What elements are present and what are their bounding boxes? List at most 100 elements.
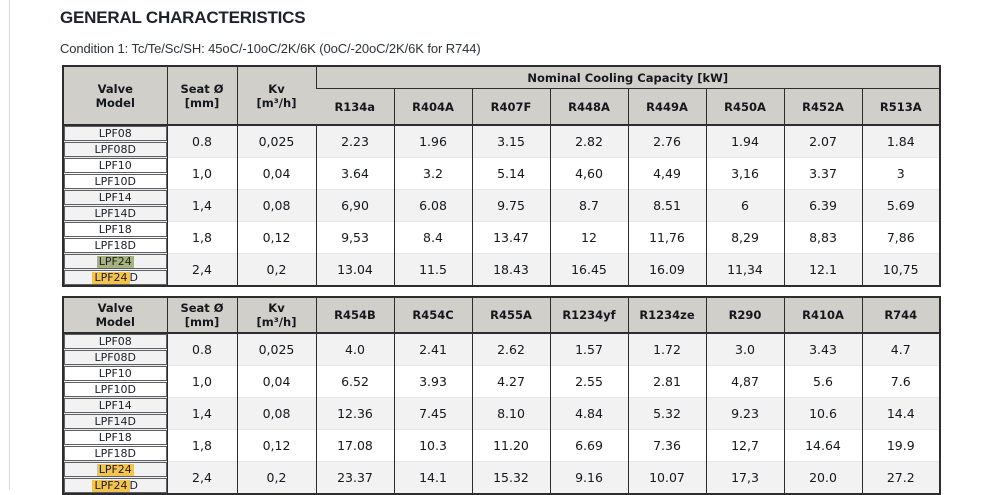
capacity-value: 4.0 <box>315 333 394 366</box>
table-row: LPF08 LPF08D 0.8 0,025 4.0 2.41 2.62 1.57 1.72 3.… <box>63 333 940 366</box>
capacity-value: 12.1 <box>783 253 862 286</box>
table-row: LPF10 LPF10D 1,0 0,04 6.52 3.93 4.27 2.55 2.81 4,… <box>63 365 940 398</box>
header-row-refrigerants: R134a R404A R407F R448A R449A R450A R452A R513A <box>63 88 940 126</box>
capacity-value: 10,75 <box>861 253 940 286</box>
capacity-value: 7.45 <box>393 397 472 430</box>
capacity-value: 6.39 <box>783 189 862 222</box>
seat-diameter-value: 0.8 <box>166 333 237 366</box>
valve-model-label: LPF08D <box>64 142 167 157</box>
capacity-value: 4,60 <box>549 157 628 190</box>
capacity-value: 27.2 <box>861 461 940 494</box>
capacity-value: 4.7 <box>861 333 940 366</box>
valve-model-cell: LPF24 LPF24 D <box>63 461 167 494</box>
highlight-green: LPF24 <box>96 255 134 268</box>
tables-container: Valve Model Seat Ø [mm] Kv [m³/h] Nominal C… <box>60 65 1002 495</box>
capacity-value: 17.08 <box>315 429 394 462</box>
col-header-r744: R744 <box>861 297 940 334</box>
capacity-value: 5.6 <box>783 365 862 398</box>
valve-model-label: LPF14D <box>64 414 167 429</box>
table-row: LPF24 LPF24 D 2,4 0,2 23.37 14.1 15.32 9.16 10.07… <box>63 461 940 494</box>
capacity-value: 3.2 <box>393 157 472 190</box>
capacity-value: 10.6 <box>783 397 862 430</box>
table-row: LPF18 LPF18D 1,8 0,12 17.08 10.3 11.20 6.69 7.36… <box>63 429 940 462</box>
col-header-r290: R290 <box>705 297 784 334</box>
valve-model-label: LPF24 D <box>64 478 167 493</box>
capacity-value: 16.09 <box>627 253 706 286</box>
capacity-value: 4.27 <box>471 365 550 398</box>
capacity-value: 6.69 <box>549 429 628 462</box>
capacity-value: 11.5 <box>393 253 472 286</box>
capacity-value: 3.93 <box>393 365 472 398</box>
col-header-r410a: R410A <box>783 297 862 334</box>
capacity-value: 6.08 <box>393 189 472 222</box>
table-row: LPF10 LPF10D 1,0 0,04 3.64 3.2 5.14 4,60 4,49 3,1… <box>63 157 940 190</box>
valve-model-label: LPF14 <box>64 398 167 413</box>
col-header-r134a: R134a <box>316 88 394 126</box>
valve-model-cell: LPF14 LPF14D <box>63 397 167 430</box>
highlight-yellow: LPF24 <box>92 479 130 492</box>
capacity-value: 7.36 <box>627 429 706 462</box>
capacity-value: 9,53 <box>315 221 394 254</box>
capacity-value: 2.07 <box>783 125 862 158</box>
capacity-value: 2.55 <box>549 365 628 398</box>
col-header-r1234ze: R1234ze <box>627 297 706 334</box>
capacity-value: 2.81 <box>627 365 706 398</box>
col-header-seat-diameter: Seat Ø [mm] <box>166 297 237 334</box>
col-header-kv: Kv [m³/h] <box>236 66 316 126</box>
capacity-value: 23.37 <box>315 461 394 494</box>
valve-model-label: LPF10 <box>64 366 167 381</box>
col-header-kv: Kv [m³/h] <box>236 297 316 334</box>
valve-model-label: LPF08 <box>64 334 167 349</box>
seat-diameter-value: 1,0 <box>166 365 237 398</box>
capacity-value: 3.0 <box>705 333 784 366</box>
capacity-value: 9.23 <box>705 397 784 430</box>
capacity-value: 4,87 <box>705 365 784 398</box>
col-header-valve-model: Valve Model <box>63 66 167 126</box>
capacity-value: 4,49 <box>627 157 706 190</box>
kv-value: 0,2 <box>236 461 316 494</box>
capacity-value: 3 <box>861 157 940 190</box>
capacity-value: 2.82 <box>549 125 628 158</box>
valve-model-label: LPF10D <box>64 174 167 189</box>
capacity-value: 8.51 <box>627 189 706 222</box>
kv-value: 0,08 <box>236 397 316 430</box>
seat-diameter-value: 1,8 <box>166 221 237 254</box>
capacity-value: 1.84 <box>861 125 940 158</box>
capacity-value: 8.10 <box>471 397 550 430</box>
kv-value: 0,025 <box>236 333 316 366</box>
table-row: LPF08 LPF08D 0.8 0,025 2.23 1.96 3.15 2.82 2.76 1… <box>63 125 940 158</box>
valve-model-cell: LPF08 LPF08D <box>63 333 167 366</box>
capacity-value: 2.76 <box>627 125 706 158</box>
highlight-yellow: LPF24 <box>92 271 130 284</box>
capacity-value: 13.47 <box>471 221 550 254</box>
valve-model-cell: LPF10 LPF10D <box>63 157 167 190</box>
header-row: Valve Model Seat Ø [mm] Kv [m³/h] R454B R454… <box>63 297 940 334</box>
capacity-value: 10.3 <box>393 429 472 462</box>
capacity-value: 12.36 <box>315 397 394 430</box>
col-header-r455a: R455A <box>471 297 550 334</box>
capacity-value: 15.32 <box>471 461 550 494</box>
capacity-value: 6,90 <box>315 189 394 222</box>
valve-model-label: LPF24 D <box>64 270 167 285</box>
seat-diameter-value: 2,4 <box>166 461 237 494</box>
valve-model-label: LPF10 <box>64 158 167 173</box>
kv-value: 0,025 <box>236 125 316 158</box>
highlight-yellow: LPF24 <box>96 463 134 476</box>
kv-value: 0,2 <box>236 253 316 286</box>
capacity-value: 5.14 <box>471 157 550 190</box>
capacity-value: 10.07 <box>627 461 706 494</box>
seat-diameter-value: 1,4 <box>166 397 237 430</box>
valve-model-label: LPF18 <box>64 222 167 237</box>
seat-diameter-value: 1,4 <box>166 189 237 222</box>
page-left-divider <box>9 0 10 490</box>
capacity-value: 19.9 <box>861 429 940 462</box>
table-row: LPF24 LPF24 D 2,4 0,2 13.04 11.5 18.43 16.45 16.0… <box>63 253 940 286</box>
capacity-value: 5.32 <box>627 397 706 430</box>
capacity-value: 3.37 <box>783 157 862 190</box>
col-header-r452a: R452A <box>783 88 862 126</box>
valve-model-cell: LPF10 LPF10D <box>63 365 167 398</box>
col-header-r1234yf: R1234yf <box>549 297 628 334</box>
col-header-r407f: R407F <box>471 88 550 126</box>
kv-value: 0,04 <box>236 365 316 398</box>
capacity-value: 1.94 <box>705 125 784 158</box>
